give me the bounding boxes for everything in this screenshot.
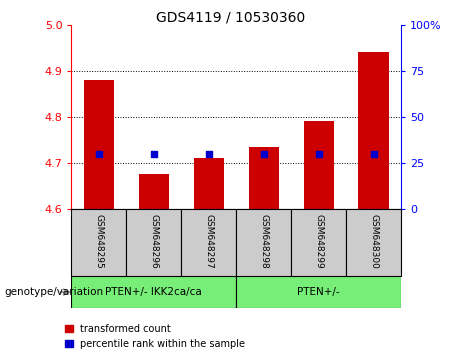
Bar <box>248 147 279 209</box>
Bar <box>71 209 126 276</box>
Text: GSM648299: GSM648299 <box>314 214 323 269</box>
Text: GSM648295: GSM648295 <box>95 214 103 269</box>
Bar <box>181 209 236 276</box>
Bar <box>236 209 291 276</box>
Bar <box>303 121 334 209</box>
Text: GSM648297: GSM648297 <box>204 214 213 269</box>
Bar <box>84 80 114 209</box>
Text: genotype/variation: genotype/variation <box>5 287 104 297</box>
Text: GDS4119 / 10530360: GDS4119 / 10530360 <box>156 11 305 25</box>
Bar <box>71 276 236 308</box>
Point <box>260 151 267 156</box>
Bar <box>291 209 346 276</box>
Text: GSM648298: GSM648298 <box>259 214 268 269</box>
Text: PTEN+/- IKK2ca/ca: PTEN+/- IKK2ca/ca <box>106 287 202 297</box>
Bar <box>126 209 181 276</box>
Point <box>205 151 213 156</box>
Point <box>370 151 377 156</box>
Bar <box>359 52 389 209</box>
Bar <box>139 175 169 209</box>
Text: GSM648296: GSM648296 <box>149 214 159 269</box>
Point <box>95 151 103 156</box>
Point <box>315 151 322 156</box>
Legend: transformed count, percentile rank within the sample: transformed count, percentile rank withi… <box>65 324 245 349</box>
Bar <box>236 276 401 308</box>
Text: GSM648300: GSM648300 <box>369 214 378 269</box>
Text: PTEN+/-: PTEN+/- <box>297 287 340 297</box>
Point <box>150 151 158 156</box>
Bar <box>346 209 401 276</box>
Bar <box>194 158 224 209</box>
